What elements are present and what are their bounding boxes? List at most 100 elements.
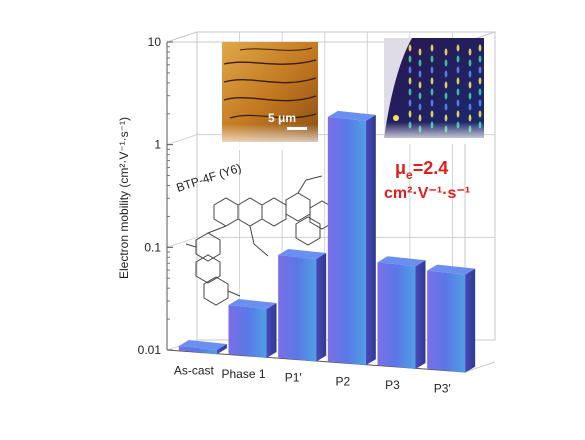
afm-scale-label: 5 μm xyxy=(268,111,296,125)
giwaxs-spot xyxy=(468,70,472,78)
bar-front xyxy=(327,116,366,366)
giwaxs-spot xyxy=(468,59,472,67)
grid-hline-side xyxy=(166,134,198,146)
giwaxs-spot xyxy=(430,88,434,96)
giwaxs-spot xyxy=(478,55,482,63)
x-tick-label: P3 xyxy=(385,378,400,392)
giwaxs-spot xyxy=(418,70,422,78)
afm-inset: 5 μm xyxy=(222,42,318,150)
y-tick-label: 0.01 xyxy=(138,343,162,357)
molecule-bond-5 xyxy=(305,175,323,181)
giwaxs-spot xyxy=(444,114,448,122)
grid-hline-side xyxy=(166,31,198,43)
giwaxs-spot xyxy=(468,114,472,122)
molecule-bond-1 xyxy=(207,225,227,234)
x-tick-label: P1′ xyxy=(285,371,303,385)
bar xyxy=(377,256,426,369)
giwaxs-spot xyxy=(430,99,434,107)
molecule-ring-3 xyxy=(261,197,287,227)
bar-side xyxy=(365,114,376,366)
giwaxs-spot xyxy=(408,88,412,96)
afm-crack-4 xyxy=(229,113,317,119)
x-tick-labels: As-cast Phase 1 P1′ P2 P3 P3′ xyxy=(174,363,452,395)
bar xyxy=(228,298,277,358)
giwaxs-spot xyxy=(468,103,472,111)
molecule-ring-1 xyxy=(213,197,239,227)
giwaxs-spot xyxy=(478,99,482,107)
giwaxs-spot xyxy=(456,66,460,74)
giwaxs-spot xyxy=(408,55,412,63)
giwaxs-spot xyxy=(408,44,412,52)
bar-front xyxy=(228,304,267,358)
bar-side xyxy=(216,344,227,355)
giwaxs-spot xyxy=(430,55,434,63)
giwaxs-spot xyxy=(418,81,422,89)
bar xyxy=(178,340,227,355)
x-tick-label: P3′ xyxy=(434,382,452,396)
bar xyxy=(278,248,327,362)
bar-top xyxy=(427,264,476,275)
grid-hline-side xyxy=(166,236,198,248)
giwaxs-spot xyxy=(418,103,422,111)
giwaxs-spot xyxy=(418,92,422,100)
bar xyxy=(327,110,376,366)
bar-front xyxy=(178,346,217,355)
bar-side xyxy=(465,268,476,373)
giwaxs-spot xyxy=(456,99,460,107)
mobility-value: =2.4 xyxy=(413,158,449,178)
giwaxs-spot xyxy=(444,103,448,111)
giwaxs-spot xyxy=(478,44,482,52)
giwaxs-spot xyxy=(456,77,460,85)
molecule-ring-8 xyxy=(203,276,229,306)
giwaxs-spot xyxy=(478,88,482,96)
afm-crack-5 xyxy=(239,47,313,51)
bar-side xyxy=(316,252,327,362)
giwaxs-spot xyxy=(468,92,472,100)
molecule-name: BTP-4F (Y6) xyxy=(175,161,243,195)
bars-layer xyxy=(178,110,476,373)
giwaxs-spot xyxy=(430,66,434,74)
giwaxs-spot xyxy=(478,66,482,74)
giwaxs-spot xyxy=(444,48,448,56)
giwaxs-spot xyxy=(408,110,412,118)
giwaxs-spot xyxy=(418,48,422,56)
afm-crack-3 xyxy=(223,95,317,102)
molecule-ring-4 xyxy=(285,192,311,222)
giwaxs-fade xyxy=(384,122,484,144)
bar-top xyxy=(278,248,327,259)
mobility-annotation: μe=2.4 cm²·V⁻¹·s⁻¹ xyxy=(384,158,470,202)
bar-top xyxy=(327,110,376,121)
afm-crack-1 xyxy=(223,59,317,65)
giwaxs-spot xyxy=(456,88,460,96)
y-tick-label: 0.1 xyxy=(144,240,161,254)
giwaxs-spot xyxy=(444,81,448,89)
bar-side xyxy=(266,302,277,358)
x-tick-label: Phase 1 xyxy=(221,367,265,381)
afm-scale-bar xyxy=(287,127,307,130)
giwaxs-spot xyxy=(468,48,472,56)
bar-top xyxy=(228,298,277,309)
bar-front xyxy=(278,254,317,362)
mobility-symbol: μe=2.4 xyxy=(395,158,448,182)
giwaxs-spot xyxy=(456,110,460,118)
bar-top xyxy=(377,256,426,267)
giwaxs-spot xyxy=(444,59,448,67)
molecule-bond-2 xyxy=(249,225,255,245)
giwaxs-spot xyxy=(478,77,482,85)
bar-side xyxy=(415,260,426,369)
mobility-mu: μ xyxy=(395,158,406,178)
y-tick-label: 10 xyxy=(148,35,162,49)
giwaxs-spot xyxy=(444,70,448,78)
giwaxs-center-spot xyxy=(393,115,399,121)
giwaxs-spot xyxy=(430,77,434,85)
mobility-units: cm²·V⁻¹·s⁻¹ xyxy=(384,185,470,202)
giwaxs-spot xyxy=(456,44,460,52)
bar xyxy=(427,264,476,373)
molecule-bond-6 xyxy=(185,243,197,248)
bar-front xyxy=(377,262,416,369)
giwaxs-spot xyxy=(408,99,412,107)
mobility-subscript: e xyxy=(406,168,413,182)
giwaxs-spot xyxy=(430,110,434,118)
y-axis-label: Electron mobility (cm²·V⁻¹·s⁻¹) xyxy=(117,117,131,279)
